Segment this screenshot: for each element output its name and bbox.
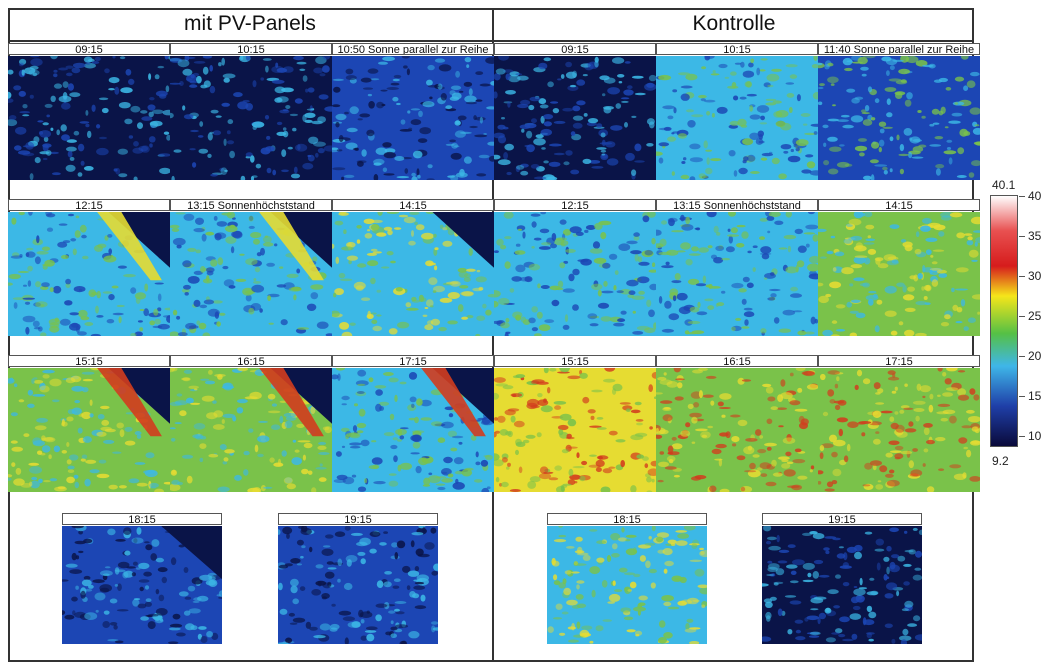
thermal-image <box>656 212 818 336</box>
colorbar-tick <box>1019 236 1025 237</box>
time-label: 18:15 <box>547 513 707 525</box>
thermal-image <box>8 56 170 180</box>
colorbar-tick <box>1019 196 1025 197</box>
thermal-image <box>62 526 222 644</box>
time-label: 16:15 <box>170 355 332 367</box>
section-title-pv: mit PV-Panels <box>184 12 316 35</box>
thermal-image <box>170 56 332 180</box>
colorbar-tick <box>1019 396 1025 397</box>
thermal-image <box>818 56 980 180</box>
time-label: 17:15 <box>818 355 980 367</box>
time-label: 16:15 <box>656 355 818 367</box>
thermal-image <box>8 212 170 336</box>
thermal-image <box>818 212 980 336</box>
time-label: 15:15 <box>494 355 656 367</box>
thermal-image <box>278 526 438 644</box>
time-label: 19:15 <box>762 513 922 525</box>
time-label: 18:15 <box>62 513 222 525</box>
time-label: 13:15 Sonnenhöchststand <box>656 199 818 211</box>
thermal-image <box>656 56 818 180</box>
colorbar-tick-label: 25 <box>1028 309 1042 323</box>
colorbar-tick-label: 10 <box>1028 429 1042 443</box>
colorbar-max-label: 40.1 <box>992 178 1016 192</box>
header-line <box>8 40 974 42</box>
time-label: 09:15 <box>494 43 656 55</box>
thermal-image <box>332 368 494 492</box>
colorbar-tick <box>1019 356 1025 357</box>
colorbar-tick-label: 30 <box>1028 269 1042 283</box>
time-label: 14:15 <box>818 199 980 211</box>
thermal-image <box>332 212 494 336</box>
thermal-image <box>547 526 707 644</box>
thermal-image <box>494 368 656 492</box>
colorbar-tick-label: 35 <box>1028 229 1042 243</box>
thermal-image <box>656 368 818 492</box>
temperature-colorbar <box>990 195 1018 447</box>
section-title-control: Kontrolle <box>692 12 776 35</box>
time-label: 15:15 <box>8 355 170 367</box>
colorbar-tick-label: 15 <box>1028 389 1042 403</box>
thermal-image <box>494 212 656 336</box>
time-label: 10:50 Sonne parallel zur Reihe <box>332 43 494 55</box>
thermal-image <box>332 56 494 180</box>
time-label: 13:15 Sonnenhöchststand <box>170 199 332 211</box>
time-label: 14:15 <box>332 199 494 211</box>
colorbar-tick <box>1019 316 1025 317</box>
colorbar-tick <box>1019 436 1025 437</box>
thermal-image <box>818 368 980 492</box>
time-label: 10:15 <box>170 43 332 55</box>
time-label: 09:15 <box>8 43 170 55</box>
time-label: 12:15 <box>494 199 656 211</box>
thermal-image <box>170 368 332 492</box>
colorbar-tick <box>1019 276 1025 277</box>
colorbar-gradient <box>991 196 1017 446</box>
time-label: 12:15 <box>8 199 170 211</box>
thermal-image <box>494 56 656 180</box>
colorbar-tick-label: 40 <box>1028 189 1042 203</box>
thermal-image <box>8 368 170 492</box>
time-label: 19:15 <box>278 513 438 525</box>
colorbar-min-label: 9.2 <box>992 454 1009 468</box>
time-label: 11:40 Sonne parallel zur Reihe <box>818 43 980 55</box>
time-label: 10:15 <box>656 43 818 55</box>
colorbar-tick-label: 20 <box>1028 349 1042 363</box>
thermal-image <box>170 212 332 336</box>
thermal-image <box>762 526 922 644</box>
time-label: 17:15 <box>332 355 494 367</box>
